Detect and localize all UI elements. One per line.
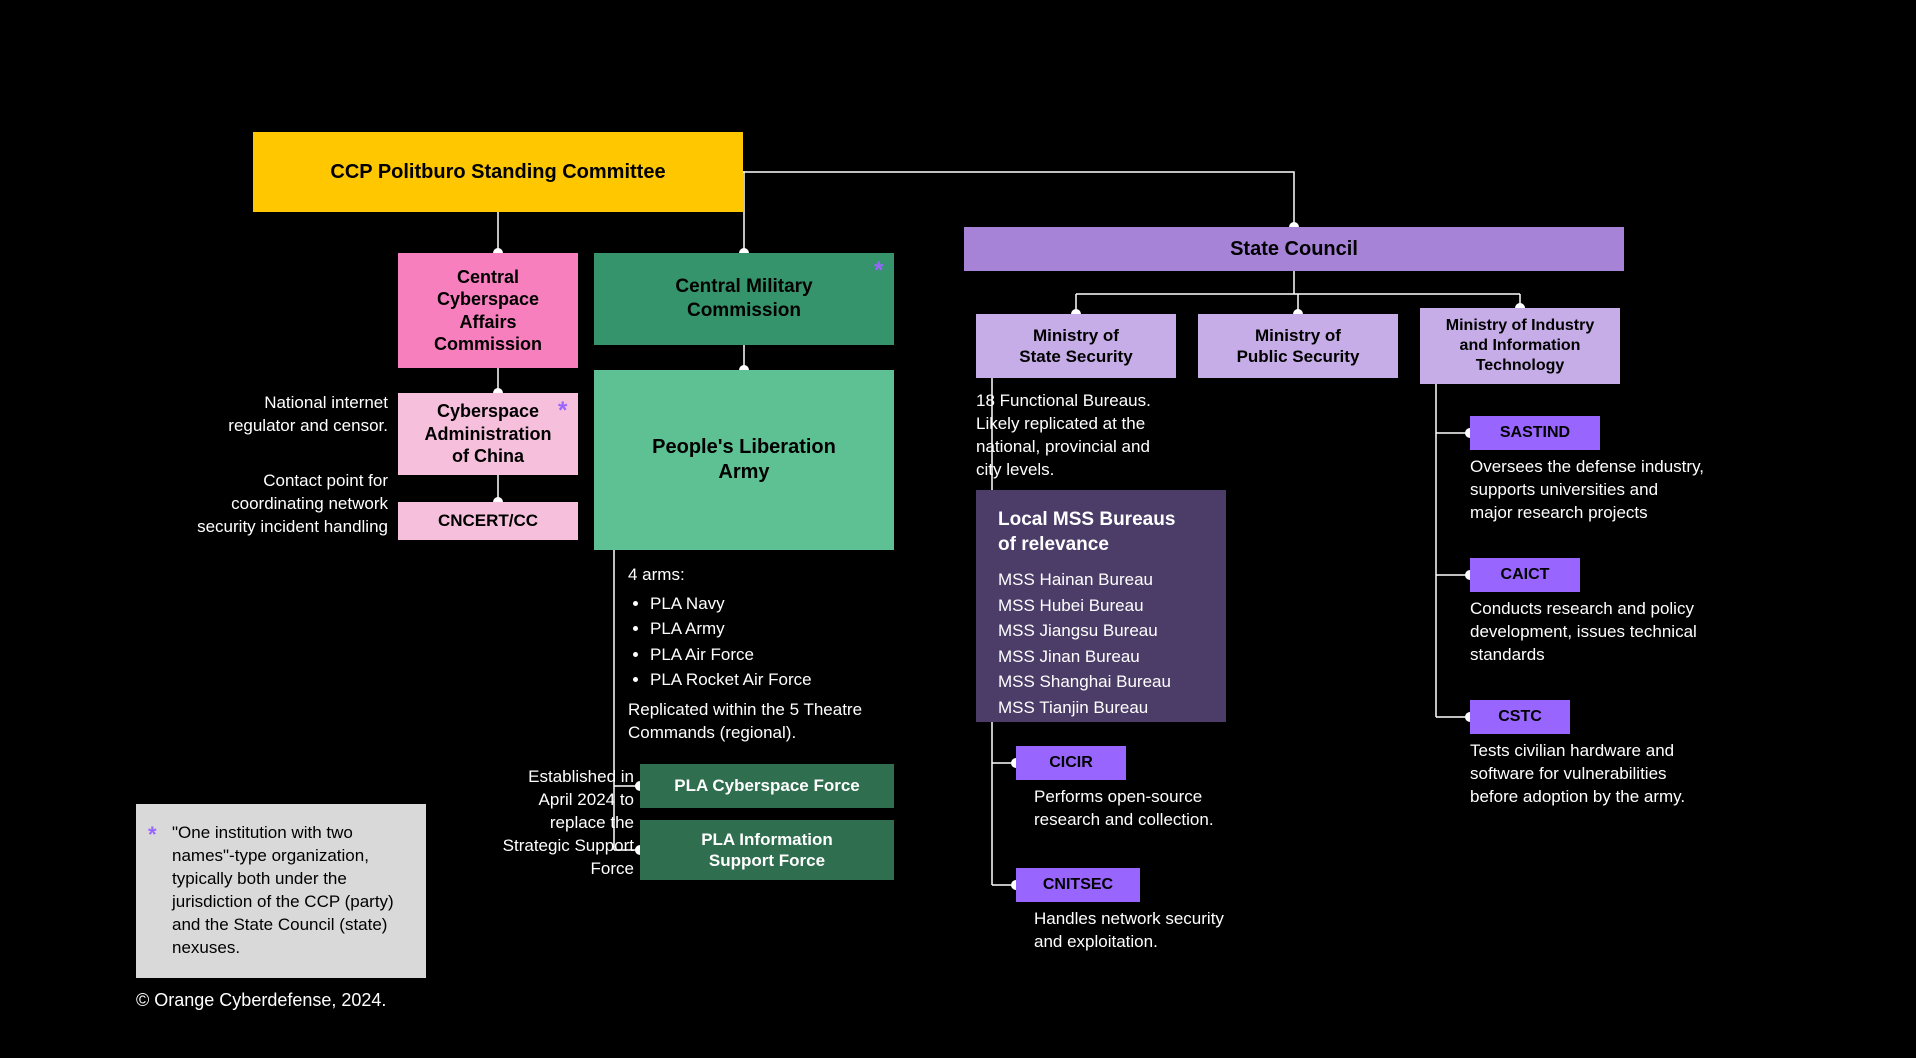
node-politburo: CCP Politburo Standing Committee xyxy=(253,132,743,212)
node-caict: CAICT xyxy=(1470,558,1580,592)
annot-pla-forces: Established in April 2024 to replace the… xyxy=(470,766,634,881)
asterisk-icon: * xyxy=(148,820,157,850)
asterisk-marker: * xyxy=(874,257,883,285)
copyright-text: © Orange Cyberdefense, 2024. xyxy=(136,990,386,1011)
mss-bureau-item: MSS Hainan Bureau xyxy=(998,567,1204,593)
mss-bureau-item: MSS Tianjin Bureau xyxy=(998,695,1204,721)
node-cncert: CNCERT/CC xyxy=(398,502,578,540)
annot-cac: National internet regulator and censor. xyxy=(172,392,388,438)
node-ccac: Central Cyberspace Affairs Commission xyxy=(398,253,578,368)
mss-panel-title: Local MSS Bureaus of relevance xyxy=(998,508,1204,557)
node-plaInfo: PLA Information Support Force xyxy=(640,820,894,880)
node-mss: Ministry of State Security xyxy=(976,314,1176,378)
node-sastind: SASTIND xyxy=(1470,416,1600,450)
mss-bureau-item: MSS Jiangsu Bureau xyxy=(998,618,1204,644)
node-cnitsec: CNITSEC xyxy=(1016,868,1140,902)
node-stateCouncil: State Council xyxy=(964,227,1624,271)
annot-pla-arms: 4 arms: PLA NavyPLA ArmyPLA Air ForcePLA … xyxy=(628,564,908,745)
node-pla: People's Liberation Army xyxy=(594,370,894,550)
pla-arm-item: PLA Army xyxy=(650,616,908,642)
annot-cncert: Contact point for coordinating network s… xyxy=(142,470,388,539)
connector-line xyxy=(743,172,1294,227)
pla-arms-tail: Replicated within the 5 Theatre Commands… xyxy=(628,699,908,745)
pla-arm-item: PLA Air Force xyxy=(650,642,908,668)
pla-arms-list: PLA NavyPLA ArmyPLA Air ForcePLA Rocket … xyxy=(628,591,908,693)
mss-bureau-item: MSS Shanghai Bureau xyxy=(998,669,1204,695)
annot-cicir: Performs open-source research and collec… xyxy=(1034,786,1294,832)
annot-mss: 18 Functional Bureaus. Likely replicated… xyxy=(976,390,1216,482)
mss-bureau-item: MSS Hubei Bureau xyxy=(998,593,1204,619)
annot-sastind: Oversees the defense industry, supports … xyxy=(1470,456,1780,525)
node-cstc: CSTC xyxy=(1470,700,1570,734)
footnote-box: * "One institution with two names"-type … xyxy=(136,804,426,978)
node-plaCyber: PLA Cyberspace Force xyxy=(640,764,894,808)
pla-arms-intro: 4 arms: xyxy=(628,564,908,587)
annot-caict: Conducts research and policy development… xyxy=(1470,598,1780,667)
node-cac: Cyberspace Administration of China xyxy=(398,393,578,475)
pla-arm-item: PLA Rocket Air Force xyxy=(650,667,908,693)
annot-cnitsec: Handles network security and exploitatio… xyxy=(1034,908,1294,954)
pla-arm-item: PLA Navy xyxy=(650,591,908,617)
mss-bureau-item: MSS Jinan Bureau xyxy=(998,644,1204,670)
node-cicir: CICIR xyxy=(1016,746,1126,780)
asterisk-marker: * xyxy=(558,397,567,425)
footnote-text: "One institution with two names"-type or… xyxy=(172,823,394,957)
mss-bureaus-panel: Local MSS Bureaus of relevance MSS Hainan… xyxy=(976,490,1226,722)
node-miit: Ministry of Industry and Information Tec… xyxy=(1420,308,1620,384)
node-cmc: Central Military Commission xyxy=(594,253,894,345)
node-mps: Ministry of Public Security xyxy=(1198,314,1398,378)
annot-cstc: Tests civilian hardware and software for… xyxy=(1470,740,1780,809)
connector-line xyxy=(743,172,744,253)
